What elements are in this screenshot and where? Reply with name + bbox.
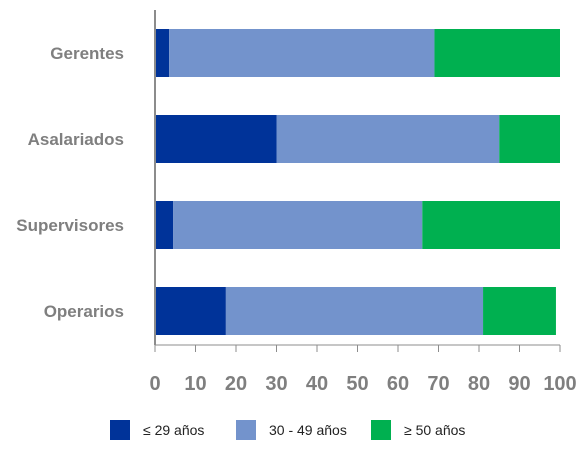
legend-swatch [371,420,391,440]
x-tick-label: 40 [306,373,328,395]
bar-supervisores-series-3 [422,201,560,249]
bar-gerentes-series-1 [155,29,170,77]
bar-gerentes-series-3 [434,29,560,77]
category-label: Asalariados [28,130,124,149]
legend-swatch [110,420,130,440]
bar-gerentes-series-2 [169,29,435,77]
legend: ≤ 29 años 30 - 49 años ≥ 50 años [110,420,465,440]
category-labels: Gerentes Asalariados Supervisores Operarios [16,44,124,321]
category-label: Operarios [44,302,124,321]
x-tick-label: 100 [543,373,576,395]
x-tick-label: 30 [265,373,287,395]
x-tick-label: 60 [387,373,409,395]
legend-label: ≥ 50 años [404,422,465,438]
bar-operarios-series-3 [483,287,556,335]
x-tick-label: 10 [184,373,206,395]
bar-supervisores-series-1 [155,201,174,249]
bars-layer [155,29,560,335]
x-tick-label: 0 [149,373,160,395]
category-label: Supervisores [16,216,124,235]
bar-supervisores-series-2 [173,201,423,249]
x-tick-label: 90 [508,373,530,395]
legend-label: ≤ 29 años [143,422,204,438]
x-tick-label: 80 [468,373,490,395]
bar-asalariados-series-3 [499,115,560,163]
legend-label: 30 - 49 años [269,422,347,438]
bar-operarios-series-1 [155,287,226,335]
bar-operarios-series-2 [225,287,484,335]
bar-asalariados-series-1 [155,115,277,163]
bar-asalariados-series-2 [276,115,500,163]
tick-labels: 0 10 20 30 40 50 60 70 80 90 100 [149,373,576,395]
category-label: Gerentes [50,44,124,63]
x-tick-label: 70 [427,373,449,395]
x-tick-label: 50 [346,373,368,395]
axis-layer [154,10,561,352]
legend-swatch [236,420,256,440]
x-tick-label: 20 [225,373,247,395]
